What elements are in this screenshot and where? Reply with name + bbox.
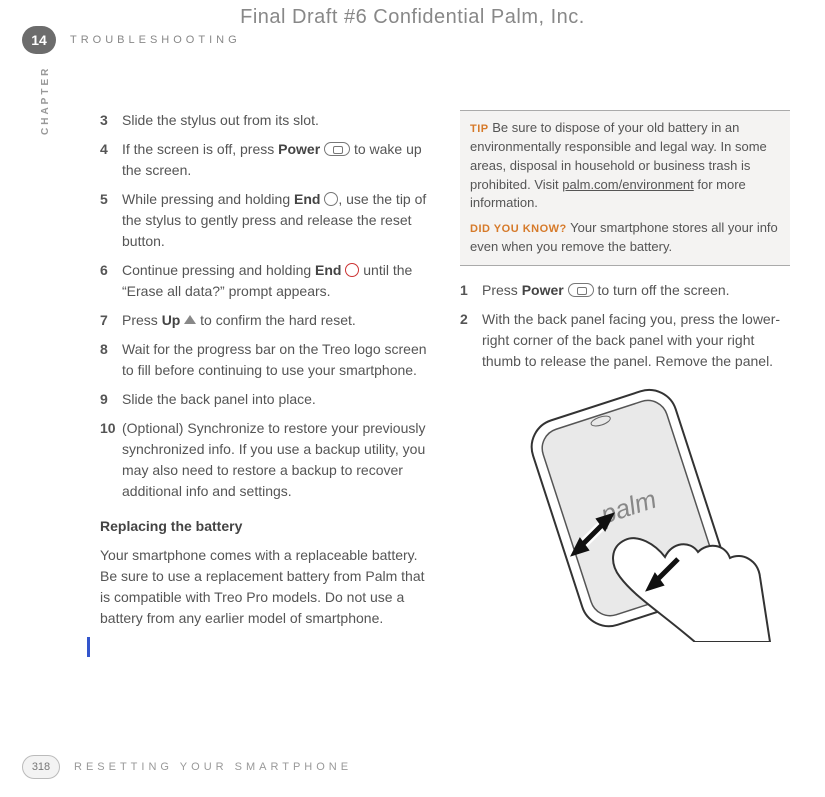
tip-link[interactable]: palm.com/environment (562, 177, 694, 192)
step-number: 5 (100, 189, 122, 252)
step-4: 4 If the screen is off, press Power to w… (100, 139, 430, 181)
bold-text: Up (162, 312, 181, 328)
step-number: 9 (100, 389, 122, 410)
text: Press (482, 282, 522, 298)
page-header: 14 TROUBLESHOOTING (22, 26, 241, 54)
bold-text: End (315, 262, 341, 278)
step-text: Slide the back panel into place. (122, 389, 430, 410)
text: Press (122, 312, 162, 328)
right-column: TIP Be sure to dispose of your old batte… (460, 110, 790, 642)
power-icon (324, 142, 350, 156)
tip-label: TIP (470, 123, 489, 135)
step-3: 3 Slide the stylus out from its slot. (100, 110, 430, 131)
step-9: 9 Slide the back panel into place. (100, 389, 430, 410)
text: to turn off the screen. (594, 282, 730, 298)
revision-mark (87, 637, 90, 657)
step-10: 10 (Optional) Synchronize to restore you… (100, 418, 430, 502)
bold-text: Power (278, 141, 320, 157)
end-icon (324, 192, 338, 206)
step-number: 6 (100, 260, 122, 302)
text: Continue pressing and holding (122, 262, 315, 278)
subheading: Replacing the battery (100, 516, 430, 537)
step-text: While pressing and holding End , use the… (122, 189, 430, 252)
step-text: If the screen is off, press Power to wak… (122, 139, 430, 181)
text: to confirm the hard reset. (196, 312, 356, 328)
footer-title: RESETTING YOUR SMARTPHONE (74, 761, 352, 773)
step-text: Press Power to turn off the screen. (482, 280, 790, 301)
step-number: 10 (100, 418, 122, 502)
step-text: With the back panel facing you, press th… (482, 309, 790, 372)
paragraph: Your smartphone comes with a replaceable… (100, 545, 430, 629)
text: If the screen is off, press (122, 141, 278, 157)
step-number: 1 (460, 280, 482, 301)
step-1: 1 Press Power to turn off the screen. (460, 280, 790, 301)
step-8: 8 Wait for the progress bar on the Treo … (100, 339, 430, 381)
left-column: 3 Slide the stylus out from its slot. 4 … (100, 110, 430, 642)
page-number-badge: 318 (22, 755, 60, 779)
page-footer: 318 RESETTING YOUR SMARTPHONE (22, 755, 352, 779)
step-text: (Optional) Synchronize to restore your p… (122, 418, 430, 502)
tip-box: TIP Be sure to dispose of your old batte… (460, 110, 790, 266)
text: While pressing and holding (122, 191, 294, 207)
step-text: Press Up to confirm the hard reset. (122, 310, 430, 331)
step-number: 4 (100, 139, 122, 181)
content: 3 Slide the stylus out from its slot. 4 … (100, 110, 790, 642)
chapter-badge: 14 (22, 26, 56, 54)
step-2: 2 With the back panel facing you, press … (460, 309, 790, 372)
end-icon (345, 263, 359, 277)
step-text: Continue pressing and holding End until … (122, 260, 430, 302)
bold-text: Power (522, 282, 564, 298)
tip-row: TIP Be sure to dispose of your old batte… (470, 119, 780, 213)
step-number: 2 (460, 309, 482, 372)
step-7: 7 Press Up to confirm the hard reset. (100, 310, 430, 331)
dyk-row: DID YOU KNOW? Your smartphone stores all… (470, 219, 780, 257)
step-text: Wait for the progress bar on the Treo lo… (122, 339, 430, 381)
illustration: palm (460, 382, 790, 642)
step-number: 8 (100, 339, 122, 381)
step-6: 6 Continue pressing and holding End unti… (100, 260, 430, 302)
power-icon (568, 283, 594, 297)
bold-text: End (294, 191, 320, 207)
step-number: 7 (100, 310, 122, 331)
chapter-side-label: CHAPTER (40, 66, 51, 135)
step-text: Slide the stylus out from its slot. (122, 110, 430, 131)
header-title: TROUBLESHOOTING (70, 34, 241, 46)
up-icon (184, 315, 196, 324)
dyk-label: DID YOU KNOW? (470, 223, 567, 235)
step-5: 5 While pressing and holding End , use t… (100, 189, 430, 252)
step-number: 3 (100, 110, 122, 131)
